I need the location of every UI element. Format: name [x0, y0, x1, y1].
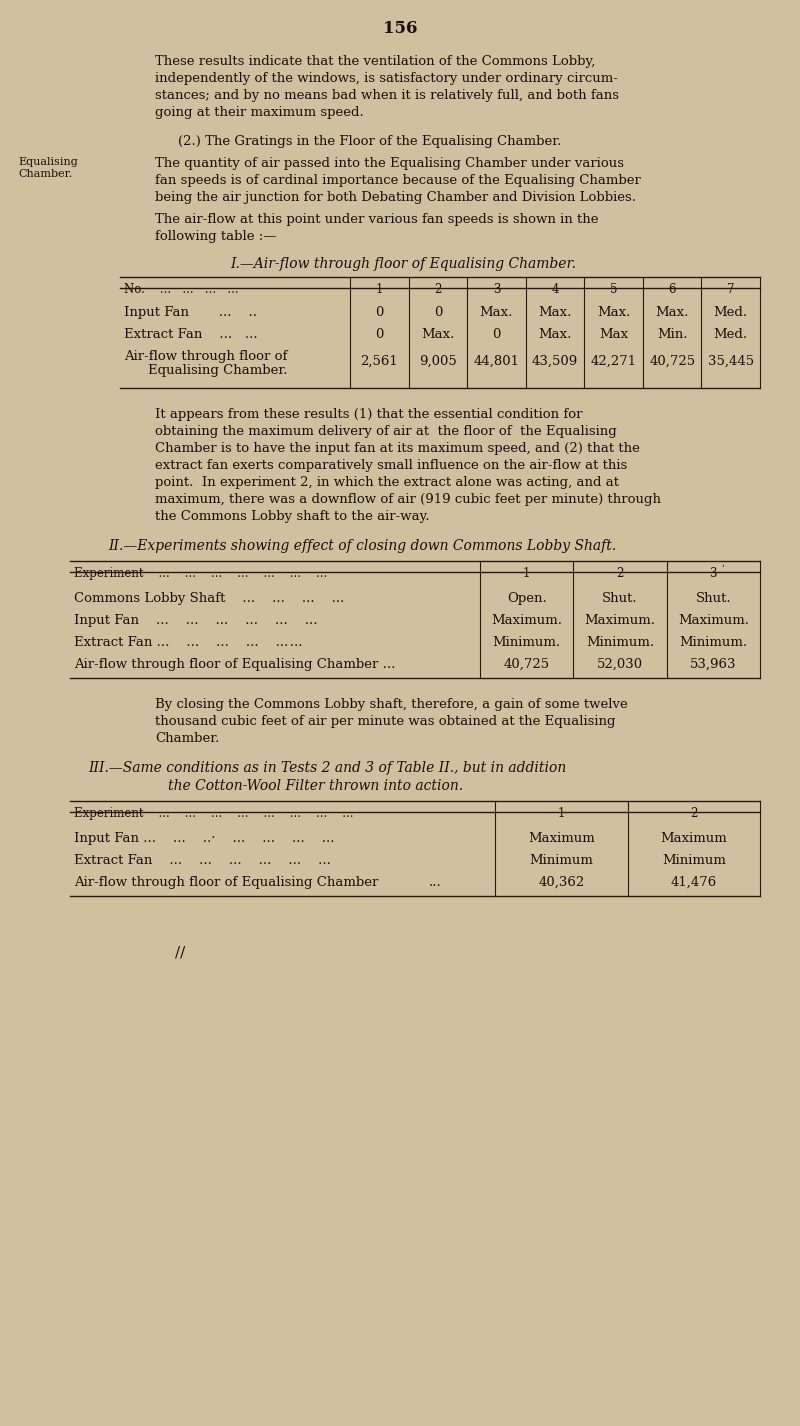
Text: (2.) The Gratings in the Floor of the Equalising Chamber.: (2.) The Gratings in the Floor of the Eq…: [178, 135, 562, 148]
Text: Maximum: Maximum: [528, 831, 594, 846]
Text: stances; and by no means bad when it is relatively full, and both fans: stances; and by no means bad when it is …: [155, 88, 619, 103]
Text: Air-flow through floor of Equalising Chamber ...: Air-flow through floor of Equalising Cha…: [74, 657, 395, 672]
Text: Extract Fan    ...   ...: Extract Fan ... ...: [124, 328, 258, 341]
Text: No.    ...   ...   ...   ...: No. ... ... ... ...: [124, 282, 238, 297]
Text: Extract Fan    ...    ...    ...    ...    ...    ...: Extract Fan ... ... ... ... ... ...: [74, 854, 331, 867]
Text: 53,963: 53,963: [690, 657, 737, 672]
Text: It appears from these results (1) that the essential condition for: It appears from these results (1) that t…: [155, 408, 582, 421]
Text: Air-flow through floor of: Air-flow through floor of: [124, 349, 287, 364]
Text: 2,561: 2,561: [361, 355, 398, 368]
Text: being the air junction for both Debating Chamber and Division Lobbies.: being the air junction for both Debating…: [155, 191, 636, 204]
Text: 0: 0: [375, 328, 383, 341]
Text: Equalising: Equalising: [18, 157, 78, 167]
Text: 40,725: 40,725: [504, 657, 550, 672]
Text: maximum, there was a downflow of air (919 cubic feet per minute) through: maximum, there was a downflow of air (91…: [155, 493, 661, 506]
Text: 42,271: 42,271: [590, 355, 637, 368]
Text: Med.: Med.: [714, 307, 748, 319]
Text: Minimum.: Minimum.: [586, 636, 654, 649]
Text: going at their maximum speed.: going at their maximum speed.: [155, 106, 364, 118]
Text: Maximum.: Maximum.: [491, 615, 562, 627]
Text: Minimum: Minimum: [662, 854, 726, 867]
Text: point.  In experiment 2, in which the extract alone was acting, and at: point. In experiment 2, in which the ext…: [155, 476, 619, 489]
Text: Open.: Open.: [506, 592, 546, 605]
Text: 2: 2: [690, 807, 698, 820]
Text: Chamber.: Chamber.: [155, 732, 219, 744]
Text: 0: 0: [434, 307, 442, 319]
Text: Air-flow through floor of Equalising Chamber: Air-flow through floor of Equalising Cha…: [74, 876, 378, 888]
Text: Max.: Max.: [538, 328, 572, 341]
Text: following table :—: following table :—: [155, 230, 277, 242]
Text: 0: 0: [492, 328, 501, 341]
Text: Input Fan       ...    ..: Input Fan ... ..: [124, 307, 257, 319]
Text: independently of the windows, is satisfactory under ordinary circum-: independently of the windows, is satisfa…: [155, 71, 618, 86]
Text: 40,725: 40,725: [649, 355, 695, 368]
Text: 3: 3: [493, 282, 500, 297]
Text: 1: 1: [523, 568, 530, 580]
Text: The quantity of air passed into the Equalising Chamber under various: The quantity of air passed into the Equa…: [155, 157, 624, 170]
Text: 1: 1: [375, 282, 383, 297]
Text: obtaining the maximum delivery of air at  the floor of  the Equalising: obtaining the maximum delivery of air at…: [155, 425, 617, 438]
Text: Maximum: Maximum: [660, 831, 727, 846]
Text: Med.: Med.: [714, 328, 748, 341]
Text: 7: 7: [727, 282, 734, 297]
Text: 35,445: 35,445: [708, 355, 754, 368]
Text: Max: Max: [599, 328, 628, 341]
Text: Experiment    ...    ...    ...    ...    ...    ...    ...: Experiment ... ... ... ... ... ... ...: [74, 568, 327, 580]
Text: Minimum.: Minimum.: [493, 636, 561, 649]
Text: fan speeds is of cardinal importance because of the Equalising Chamber: fan speeds is of cardinal importance bec…: [155, 174, 641, 187]
Text: 1: 1: [558, 807, 565, 820]
Text: 2: 2: [616, 568, 624, 580]
Text: 44,801: 44,801: [474, 355, 519, 368]
Text: 52,030: 52,030: [597, 657, 643, 672]
Text: 156: 156: [382, 20, 418, 37]
Text: The air-flow at this point under various fan speeds is shown in the: The air-flow at this point under various…: [155, 212, 598, 225]
Text: Experiment    ...    ...    ...    ...    ...    ...    ...    ...: Experiment ... ... ... ... ... ... ... .…: [74, 807, 354, 820]
Text: Max.: Max.: [597, 307, 630, 319]
Text: ʹ: ʹ: [722, 565, 724, 575]
Text: the Cotton-Wool Filter thrown into action.: the Cotton-Wool Filter thrown into actio…: [168, 779, 463, 793]
Text: 9,005: 9,005: [419, 355, 457, 368]
Text: Max.: Max.: [421, 328, 454, 341]
Text: Extract Fan ...    ...    ...    ...    ... ...: Extract Fan ... ... ... ... ... ...: [74, 636, 302, 649]
Text: Commons Lobby Shaft    ...    ...    ...    ...: Commons Lobby Shaft ... ... ... ...: [74, 592, 344, 605]
Text: Shut.: Shut.: [602, 592, 638, 605]
Text: ...: ...: [429, 876, 442, 888]
Text: 4: 4: [551, 282, 558, 297]
Text: 43,509: 43,509: [532, 355, 578, 368]
Text: 5: 5: [610, 282, 618, 297]
Text: Chamber is to have the input fan at its maximum speed, and (2) that the: Chamber is to have the input fan at its …: [155, 442, 640, 455]
Text: //: //: [175, 945, 186, 960]
Text: II.—Experiments showing effect of closing down Commons Lobby Shaft.: II.—Experiments showing effect of closin…: [108, 539, 616, 553]
Text: Minimum: Minimum: [530, 854, 593, 867]
Text: Equalising Chamber.: Equalising Chamber.: [148, 364, 287, 376]
Text: the Commons Lobby shaft to the air-way.: the Commons Lobby shaft to the air-way.: [155, 511, 430, 523]
Text: By closing the Commons Lobby shaft, therefore, a gain of some twelve: By closing the Commons Lobby shaft, ther…: [155, 697, 628, 712]
Text: III.—Same conditions as in Tests 2 and 3 of Table II., but in addition: III.—Same conditions as in Tests 2 and 3…: [88, 761, 566, 774]
Text: Max.: Max.: [538, 307, 572, 319]
Text: 3: 3: [710, 568, 717, 580]
Text: Input Fan    ...    ...    ...    ...    ...    ...: Input Fan ... ... ... ... ... ...: [74, 615, 318, 627]
Text: 41,476: 41,476: [670, 876, 717, 888]
Text: Max.: Max.: [655, 307, 689, 319]
Text: Chamber.: Chamber.: [18, 170, 72, 180]
Text: Shut.: Shut.: [695, 592, 731, 605]
Text: Minimum.: Minimum.: [679, 636, 747, 649]
Text: These results indicate that the ventilation of the Commons Lobby,: These results indicate that the ventilat…: [155, 56, 595, 68]
Text: thousand cubic feet of air per minute was obtained at the Equalising: thousand cubic feet of air per minute wa…: [155, 714, 615, 729]
Text: 2: 2: [434, 282, 442, 297]
Text: 6: 6: [668, 282, 676, 297]
Text: Maximum.: Maximum.: [678, 615, 749, 627]
Text: Min.: Min.: [657, 328, 687, 341]
Text: Maximum.: Maximum.: [585, 615, 655, 627]
Text: extract fan exerts comparatively small influence on the air-flow at this: extract fan exerts comparatively small i…: [155, 459, 627, 472]
Text: 40,362: 40,362: [538, 876, 584, 888]
Text: Input Fan ...    ...    ..·    ...    ...    ...    ...: Input Fan ... ... ..· ... ... ... ...: [74, 831, 334, 846]
Text: 0: 0: [375, 307, 383, 319]
Text: I.—Air-flow through floor of Equalising Chamber.: I.—Air-flow through floor of Equalising …: [230, 257, 576, 271]
Text: Max.: Max.: [480, 307, 513, 319]
